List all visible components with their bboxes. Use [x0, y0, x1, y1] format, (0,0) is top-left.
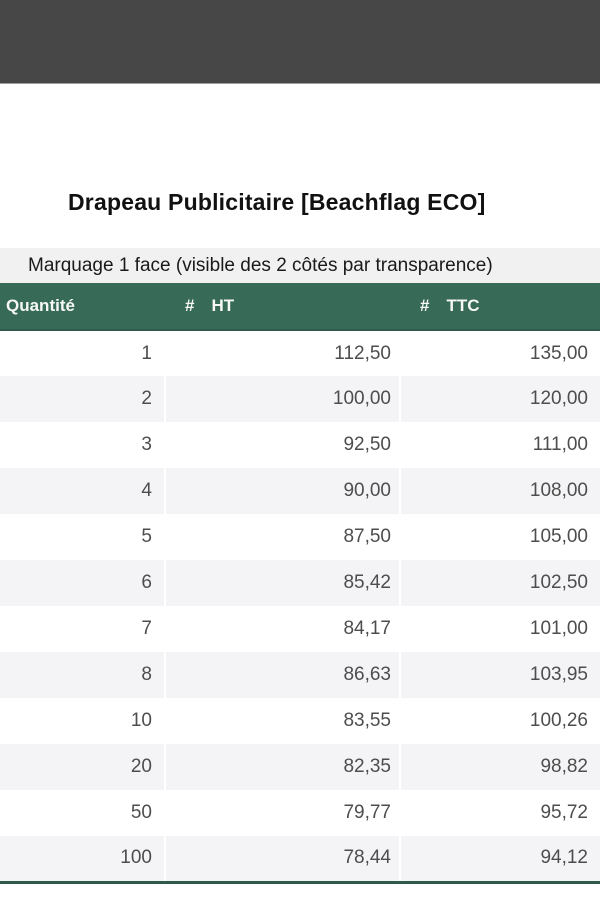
- table-row: 50 79,77 95,72: [0, 790, 600, 836]
- ht-price-cell: 87,50: [164, 514, 400, 560]
- price-table: Quantité # HT # TTC 1 112,50 135,00 2 100,00 12…: [0, 283, 600, 884]
- price-table-body: 1 112,50 135,00 2 100,00 120,00 3 92,50 111,00 4 9…: [0, 330, 600, 882]
- table-row: 4 90,00 108,00: [0, 468, 600, 514]
- ttc-price-cell: 111,00: [399, 422, 600, 468]
- ht-price-cell: 82,35: [164, 744, 400, 790]
- ht-price-cell: 92,50: [164, 422, 400, 468]
- hash-symbol: #: [420, 296, 430, 315]
- ttc-price-cell: 135,00: [399, 330, 600, 376]
- ttc-price-cell: 101,00: [399, 606, 600, 652]
- product-title: Drapeau Publicitaire [Beachflag ECO]: [68, 189, 486, 215]
- ht-price-cell: 112,50: [164, 330, 400, 376]
- ht-price-cell: 86,63: [164, 652, 400, 698]
- quantity-cell: 8: [141, 664, 152, 685]
- quantity-header-label: Quantité: [6, 296, 75, 315]
- ht-price-cell: 100,00: [164, 376, 400, 422]
- quantity-cell: 4: [141, 480, 152, 501]
- quantity-cell: 20: [130, 756, 152, 777]
- ht-price-cell: 84,17: [164, 606, 400, 652]
- ttc-price-cell: 108,00: [399, 468, 600, 514]
- ttc-column-header: # TTC: [400, 283, 600, 331]
- hash-symbol: #: [185, 296, 195, 315]
- ttc-price-cell: 103,95: [399, 652, 600, 698]
- quantity-cell: 100: [120, 847, 152, 869]
- quantity-cell: 1: [141, 342, 152, 364]
- ttc-header-label: TTC: [446, 296, 480, 315]
- ht-column-header: # HT: [165, 283, 400, 331]
- quantity-cell: 10: [130, 710, 152, 731]
- ttc-price-cell: 94,12: [399, 836, 600, 882]
- ttc-price-cell: 100,26: [399, 698, 600, 744]
- marking-option-bar: Marquage 1 face (visible des 2 côtés par…: [0, 248, 600, 283]
- table-row: 8 86,63 103,95: [0, 652, 600, 698]
- quantity-cell: 5: [141, 526, 152, 547]
- ht-price-cell: 85,42: [164, 560, 400, 606]
- ht-price-cell: 79,77: [164, 790, 400, 836]
- quantity-cell: 3: [141, 434, 152, 455]
- ht-header-label: HT: [211, 296, 235, 315]
- price-table-header-row: Quantité # HT # TTC: [0, 283, 600, 331]
- quantity-column-header: Quantité: [0, 283, 165, 331]
- top-app-bar: [0, 0, 600, 84]
- quantity-cell: 6: [141, 572, 152, 593]
- table-row: 7 84,17 101,00: [0, 606, 600, 652]
- table-row: 100 78,44 94,12: [0, 836, 600, 882]
- ht-price-cell: 78,44: [164, 836, 400, 882]
- quantity-cell: 2: [141, 388, 152, 409]
- table-row: 1 112,50 135,00: [0, 330, 600, 376]
- ttc-price-cell: 120,00: [399, 376, 600, 422]
- quantity-cell: 50: [130, 802, 152, 823]
- table-row: 2 100,00 120,00: [0, 376, 600, 422]
- ttc-price-cell: 105,00: [399, 514, 600, 560]
- quantity-cell: 7: [141, 618, 152, 639]
- table-row: 20 82,35 98,82: [0, 744, 600, 790]
- table-row: 6 85,42 102,50: [0, 560, 600, 606]
- marking-option-label: Marquage 1 face (visible des 2 côtés par…: [28, 254, 493, 276]
- ttc-price-cell: 95,72: [399, 790, 600, 836]
- ttc-price-cell: 98,82: [399, 744, 600, 790]
- ttc-price-cell: 102,50: [399, 560, 600, 606]
- table-row: 3 92,50 111,00: [0, 422, 600, 468]
- table-row: 5 87,50 105,00: [0, 514, 600, 560]
- ht-price-cell: 90,00: [164, 468, 400, 514]
- table-row: 10 83,55 100,26: [0, 698, 600, 744]
- ht-price-cell: 83,55: [164, 698, 400, 744]
